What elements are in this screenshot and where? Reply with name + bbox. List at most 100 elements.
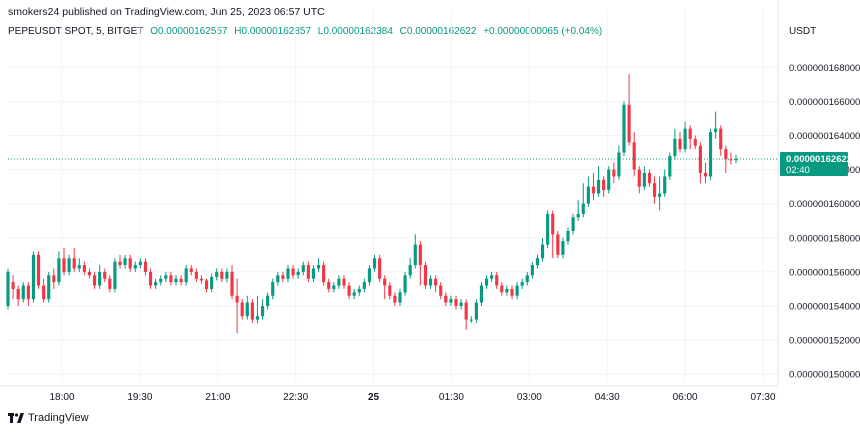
candle-up (286, 268, 290, 279)
candle-up (581, 203, 585, 214)
price-tick-label: 0.000000166000 (789, 97, 860, 108)
candle-down (62, 258, 66, 272)
candle-up (98, 271, 102, 286)
candle-down (11, 282, 15, 289)
candle-down (322, 265, 326, 283)
candle-up (311, 268, 316, 279)
candle-up (663, 176, 667, 194)
candle-down (347, 285, 351, 296)
candle-down (637, 169, 641, 187)
time-tick-label: 01:30 (439, 392, 464, 403)
price-tick-label: 0.000000154000 (789, 301, 860, 312)
candle-down (627, 104, 631, 143)
symbol-label: PEPEUSDT SPOT, 5, BITGET (8, 26, 144, 37)
time-tick-label: 25 (368, 392, 380, 403)
price-tick-label: 0.000000150000 (789, 370, 860, 381)
candle-up (658, 193, 662, 197)
candle-down (688, 128, 692, 139)
candle-up (47, 275, 51, 300)
candle-up (113, 261, 117, 289)
candle-up (357, 288, 361, 293)
time-tick-label: 18:00 (49, 392, 74, 403)
candle-down (87, 271, 92, 276)
candle-up (546, 213, 550, 245)
candle-up (77, 265, 81, 269)
candle-down (388, 285, 392, 296)
candle-down (327, 282, 331, 289)
candle-up (622, 104, 626, 153)
candle-down (647, 172, 652, 184)
candle-down (719, 128, 723, 150)
candle-down (418, 244, 422, 266)
current-price-badge (780, 152, 848, 177)
candle-up (683, 128, 687, 150)
candle-up (255, 316, 260, 320)
candle-up (271, 282, 275, 296)
candle-up (154, 282, 158, 286)
candle-up (215, 271, 219, 277)
candle-up (372, 258, 377, 269)
candle-down (52, 275, 56, 283)
candle-down (204, 280, 209, 289)
price-tick-label: 0.000000156000 (789, 267, 860, 278)
candle-up (316, 265, 321, 269)
candle-down (698, 145, 702, 173)
candle-down (500, 285, 504, 293)
candle-up (296, 271, 300, 276)
high-value: H0.00000162857 (234, 26, 312, 37)
price-tick-label: 0.000000160000 (789, 199, 860, 210)
candle-down (556, 234, 560, 255)
candle-up (525, 275, 529, 283)
candle-down (103, 271, 107, 279)
candle-up (408, 265, 412, 276)
candle-down (26, 285, 30, 300)
candle-up (596, 179, 601, 194)
candle-down (108, 278, 112, 289)
candles (6, 74, 738, 334)
candle-up (520, 282, 524, 286)
candle-down (220, 271, 224, 279)
candle-up (159, 278, 163, 283)
tradingview-brand[interactable]: TradingView (8, 412, 89, 424)
candle-down (393, 295, 397, 303)
candle-down (82, 265, 86, 272)
candle-down (118, 261, 122, 266)
price-tick-label: 0.000000162000 (789, 165, 860, 176)
candle-down (342, 278, 346, 286)
time-tick-label: 06:00 (673, 392, 698, 403)
candle-up (459, 302, 463, 306)
time-tick-label: 03:00 (517, 392, 542, 403)
candle-up (586, 186, 590, 204)
candle-down (678, 138, 682, 150)
tradingview-logo-icon (8, 413, 24, 423)
candle-up (260, 305, 265, 317)
candle-down (439, 285, 443, 296)
candle-up (352, 292, 356, 296)
candle-down (148, 271, 153, 286)
candle-down (652, 183, 657, 197)
candle-down (454, 299, 458, 306)
candle-up (474, 302, 478, 320)
candle-down (128, 258, 132, 269)
candle-down (306, 265, 310, 279)
candle-down (729, 159, 733, 161)
candle-up (225, 271, 229, 279)
candle-up (530, 265, 534, 276)
candle-up (362, 282, 366, 289)
candle-down (378, 258, 382, 279)
time-tick-label: 19:30 (127, 392, 152, 403)
candle-down (495, 275, 499, 286)
candle-down (551, 213, 555, 235)
candle-up (210, 276, 214, 289)
candle-down (612, 169, 616, 177)
candle-down (250, 302, 254, 320)
current-price-value: 0.00000162622 (786, 154, 852, 165)
candle-down (383, 278, 387, 286)
candle-up (561, 241, 565, 255)
close-value: C0.00000162622 (399, 26, 477, 37)
candle-up (31, 254, 36, 300)
candle-down (291, 268, 295, 276)
publisher-header: smokers24 published on TradingView.com, … (8, 6, 325, 18)
candle-down (16, 288, 20, 300)
